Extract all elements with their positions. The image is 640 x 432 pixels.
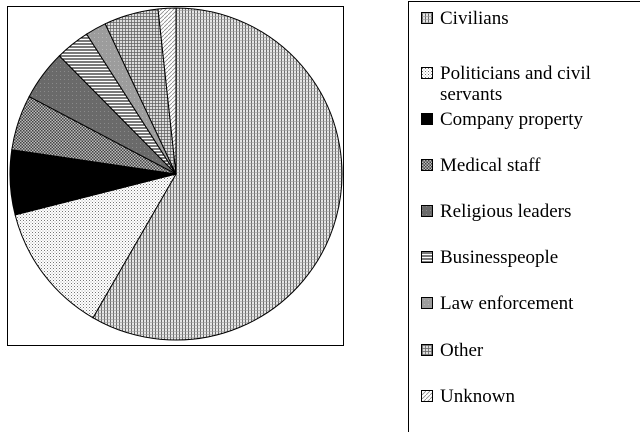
legend-swatch (421, 12, 433, 24)
pie-chart-frame (7, 6, 344, 346)
legend-label: Medical staff (440, 155, 541, 176)
legend-label: Businesspeople (440, 247, 559, 268)
legend-label: Law enforcement (440, 293, 574, 314)
legend-label: Politicians and civil servants (440, 63, 591, 105)
legend-label: Company property (440, 109, 584, 130)
pie-slice-civilians (92, 7, 343, 341)
chart-legend: Civilians Politicians and civil servants C… (408, 1, 640, 432)
legend-swatch (421, 113, 433, 125)
pie-slice-unknown (157, 7, 177, 175)
legend-swatch (421, 251, 433, 263)
legend-label: Civilians (440, 8, 509, 29)
legend-label: Religious leaders (440, 201, 572, 222)
legend-swatch (421, 205, 433, 217)
legend-swatch (421, 297, 433, 309)
legend-swatch (421, 67, 433, 79)
legend-swatch (421, 159, 433, 171)
legend-label: Unknown (440, 386, 515, 407)
legend-label: Other (440, 340, 484, 361)
legend-swatch (421, 344, 433, 356)
pie-slice-politicians-and-civil-servants (14, 173, 178, 319)
pie-chart (9, 7, 343, 341)
legend-swatch (421, 390, 433, 402)
